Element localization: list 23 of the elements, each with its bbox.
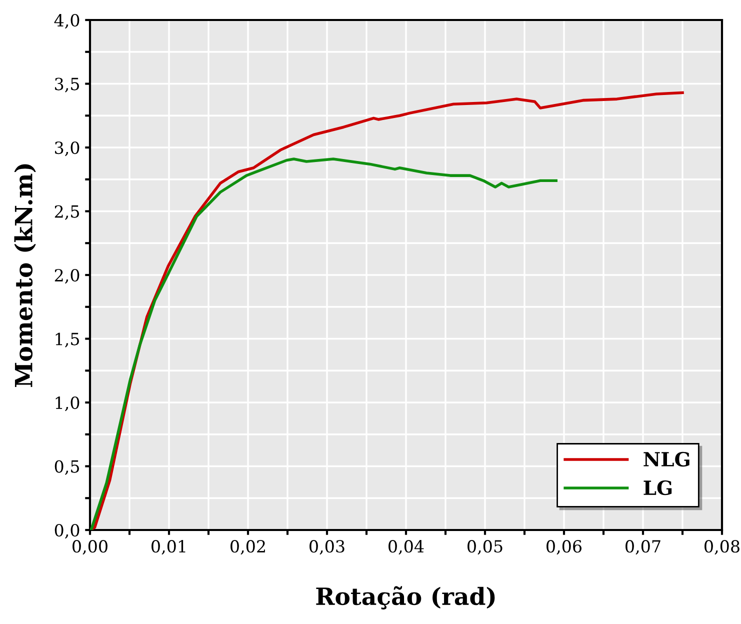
- x-tick-label: 0,03: [310, 540, 344, 555]
- line-series: [90, 158, 558, 530]
- y-tick-label: 2,0: [54, 268, 80, 284]
- y-tick-label: 1,5: [56, 332, 79, 348]
- y-tick-label: 1,0: [56, 396, 80, 412]
- x-tick-label: 0,02: [230, 540, 265, 555]
- y-tick-label: 3,5: [55, 78, 79, 92]
- x-tick-label: 0,07: [626, 540, 660, 555]
- x-axis-title: Rotação (rad): [316, 586, 495, 610]
- y-tick-label: 0,0: [54, 524, 80, 539]
- y-tick-label: 2,5: [54, 205, 79, 220]
- y-tick-label: 3,0: [55, 141, 80, 156]
- y-axis-title: Momento (kN.m): [14, 164, 36, 387]
- y-tick-label: 0,5: [54, 460, 79, 475]
- x-tick-label: 0,05: [468, 540, 502, 555]
- y-tick-label: 4,0: [54, 14, 80, 29]
- x-tick-label: 0,06: [546, 540, 582, 555]
- legend-label: LG: [644, 480, 672, 496]
- legend-label: NLG: [644, 452, 690, 467]
- x-tick-label: 0,00: [72, 540, 108, 555]
- x-tick-label: 0,08: [704, 540, 740, 555]
- x-tick-label: 0,01: [152, 540, 186, 555]
- x-tick-label: 0,04: [388, 540, 424, 555]
